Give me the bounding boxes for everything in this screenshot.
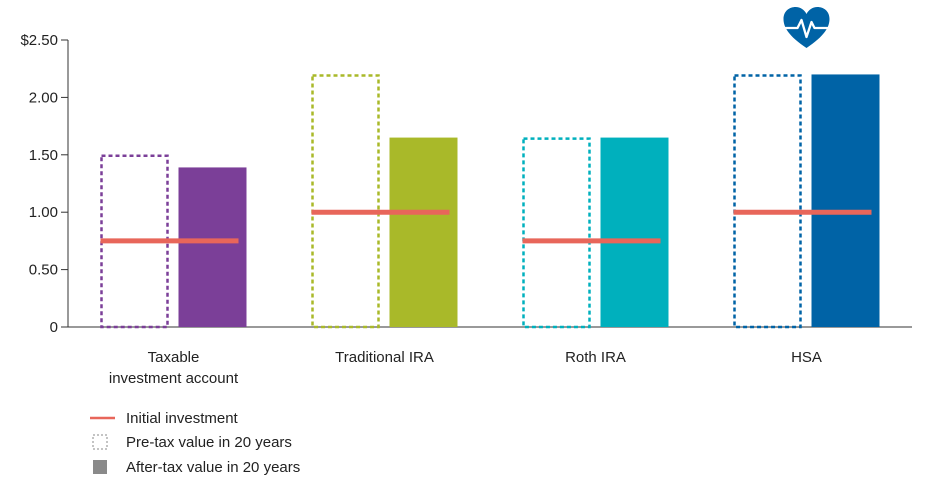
category-label: Taxable <box>148 349 200 366</box>
y-tick-label: 0 <box>50 319 58 336</box>
legend-item-initial-investment: Initial investment <box>90 410 239 427</box>
y-tick-label: $2.50 <box>20 32 58 49</box>
icon-layer <box>783 7 830 48</box>
legend-swatch-solid <box>93 460 107 474</box>
after-tax-bar <box>600 137 669 327</box>
initial-lines-layer <box>100 209 872 244</box>
y-tick-label: 0.50 <box>29 262 58 279</box>
legend-label: Pre-tax value in 20 years <box>126 434 292 451</box>
legend-label: After-tax value in 20 years <box>126 459 300 476</box>
legend-item-pre-tax: Pre-tax value in 20 years <box>92 434 292 451</box>
after-tax-bar <box>811 74 880 327</box>
y-tick-label: 2.00 <box>29 89 58 106</box>
pre-tax-bar <box>733 74 802 329</box>
category-label: HSA <box>791 349 822 366</box>
y-tick-label: 1.00 <box>29 204 58 221</box>
bars-layer <box>100 74 880 329</box>
after-tax-bar <box>178 167 247 327</box>
y-tick-label: 1.50 <box>29 147 58 164</box>
category-labels-layer: Taxable investment account Traditional IRA… <box>109 349 822 387</box>
after-tax-bar <box>389 137 458 327</box>
legend-item-after-tax: After-tax value in 20 years <box>93 459 300 476</box>
legend: Initial investment Pre-tax value in 20 ye… <box>90 410 300 476</box>
heart-pulse-icon <box>783 7 830 48</box>
axis-layer: $2.50 2.00 1.50 1.00 0.50 0 <box>20 32 912 336</box>
legend-label: Initial investment <box>126 410 239 427</box>
pre-tax-bar <box>311 74 380 329</box>
pre-tax-bar <box>522 137 591 329</box>
category-label: Traditional IRA <box>335 349 434 366</box>
category-label: investment account <box>109 370 239 387</box>
legend-swatch-dashed <box>92 434 108 450</box>
category-label: Roth IRA <box>565 349 626 366</box>
